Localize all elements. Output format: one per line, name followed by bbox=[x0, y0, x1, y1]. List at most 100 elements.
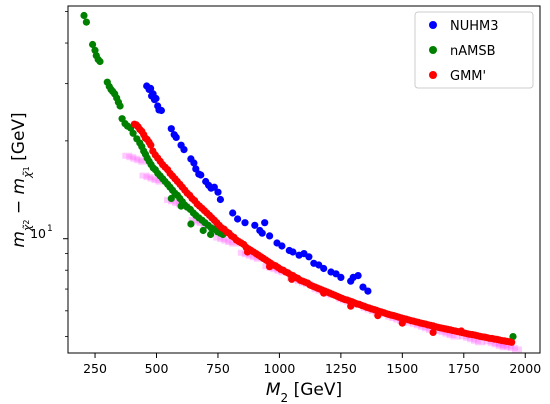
band-patch bbox=[487, 339, 498, 346]
point-nuhm3 bbox=[337, 273, 345, 281]
point-nuhm3 bbox=[266, 232, 274, 240]
band-patch bbox=[237, 249, 248, 256]
point-namsb bbox=[509, 333, 517, 341]
point-namsb bbox=[89, 40, 97, 49]
x-tick-label: 1500 bbox=[386, 361, 418, 376]
point-gmm bbox=[429, 328, 437, 336]
band-patch bbox=[438, 329, 449, 336]
band-patch bbox=[245, 252, 256, 259]
point-nuhm3 bbox=[234, 215, 242, 223]
point-nuhm3 bbox=[305, 253, 313, 261]
band-patch bbox=[192, 218, 203, 225]
point-namsb bbox=[199, 226, 207, 235]
plot-frame bbox=[67, 5, 541, 354]
band-patch bbox=[249, 254, 260, 261]
band-patch bbox=[229, 240, 240, 247]
svg-text:10: 10 bbox=[30, 226, 46, 241]
band-patch bbox=[138, 158, 149, 165]
y-tick-label-10: 10 1 bbox=[30, 224, 53, 241]
band-patch bbox=[139, 172, 150, 179]
x-tick-label: 2000 bbox=[509, 361, 541, 376]
point-namsb bbox=[80, 11, 88, 20]
band-patch bbox=[130, 155, 141, 162]
point-gmm bbox=[457, 327, 465, 335]
point-nuhm3 bbox=[229, 209, 237, 217]
band-patch bbox=[147, 175, 158, 182]
point-nuhm3 bbox=[147, 84, 155, 92]
legend-box bbox=[414, 11, 534, 89]
band-patch bbox=[450, 333, 461, 340]
point-nuhm3 bbox=[192, 165, 200, 173]
point-namsb bbox=[177, 202, 185, 210]
legend-label-namsb: nAMSB bbox=[450, 44, 496, 59]
point-namsb bbox=[96, 57, 104, 66]
band-patch bbox=[143, 174, 154, 181]
band-patch bbox=[446, 332, 457, 339]
band-patch bbox=[499, 341, 510, 348]
point-nuhm3 bbox=[216, 195, 224, 204]
y-axis-label: mχ̃2 − mχ̃1 [GeV] bbox=[9, 112, 34, 247]
data-points-layer bbox=[80, 11, 517, 346]
point-nuhm3 bbox=[157, 106, 165, 115]
x-tick-label: 1750 bbox=[448, 361, 480, 376]
legend: NUHM3 nAMSB GMM' bbox=[414, 11, 534, 89]
point-gmm bbox=[374, 312, 382, 320]
point-gmm bbox=[347, 302, 355, 310]
point-nuhm3 bbox=[320, 264, 328, 273]
legend-marker-namsb bbox=[429, 46, 437, 54]
point-nuhm3 bbox=[278, 242, 286, 250]
point-nuhm3 bbox=[152, 94, 160, 103]
point-nuhm3 bbox=[289, 248, 297, 256]
band-patch bbox=[213, 234, 224, 241]
band-patch bbox=[507, 344, 518, 351]
point-namsb bbox=[82, 18, 90, 26]
band-patch bbox=[467, 336, 478, 343]
point-gmm bbox=[398, 319, 406, 327]
x-tick-label: 500 bbox=[145, 361, 169, 376]
legend-label-gmm: GMM' bbox=[450, 69, 486, 84]
point-nuhm3 bbox=[214, 188, 222, 196]
svg-text:1: 1 bbox=[47, 224, 53, 234]
point-namsb bbox=[116, 102, 124, 110]
band-patch bbox=[471, 337, 482, 344]
band-patch bbox=[499, 344, 510, 351]
point-gmm bbox=[266, 263, 274, 271]
axis-ticks: 250 500 750 1000 1250 1500 1750 2000 bbox=[63, 11, 541, 376]
band-patch bbox=[221, 237, 232, 244]
x-tick-label: 750 bbox=[206, 361, 230, 376]
band-patch bbox=[134, 157, 145, 164]
point-gmm bbox=[508, 338, 516, 346]
point-gmm bbox=[147, 141, 155, 149]
point-namsb bbox=[207, 230, 215, 239]
x-tick-label: 1250 bbox=[325, 361, 357, 376]
point-namsb bbox=[167, 194, 175, 203]
x-tick-label: 250 bbox=[83, 361, 107, 376]
point-nuhm3 bbox=[167, 125, 175, 133]
band-patch bbox=[463, 334, 474, 341]
point-nuhm3 bbox=[359, 283, 367, 291]
point-nuhm3 bbox=[180, 146, 188, 154]
point-nuhm3 bbox=[258, 229, 266, 237]
legend-marker-nuhm3 bbox=[429, 21, 437, 29]
band-patch bbox=[511, 346, 522, 353]
band-patch bbox=[122, 152, 133, 159]
band-patch bbox=[495, 342, 506, 349]
point-nuhm3 bbox=[251, 221, 259, 229]
point-nuhm3 bbox=[197, 171, 205, 179]
band-patch bbox=[225, 239, 236, 246]
point-namsb bbox=[129, 129, 137, 137]
band-patch bbox=[172, 199, 183, 206]
band-patch bbox=[503, 343, 514, 350]
x-tick-label: 1000 bbox=[264, 361, 296, 376]
legend-marker-gmm bbox=[429, 71, 437, 79]
point-nuhm3 bbox=[172, 133, 180, 141]
band-patch bbox=[475, 339, 486, 346]
legend-label-nuhm3: NUHM3 bbox=[450, 19, 499, 34]
point-nuhm3 bbox=[190, 159, 198, 167]
point-nuhm3 bbox=[210, 183, 218, 191]
band-patch bbox=[126, 154, 137, 161]
band-patch bbox=[442, 330, 453, 337]
point-namsb bbox=[187, 220, 195, 228]
point-gmm bbox=[288, 275, 296, 283]
